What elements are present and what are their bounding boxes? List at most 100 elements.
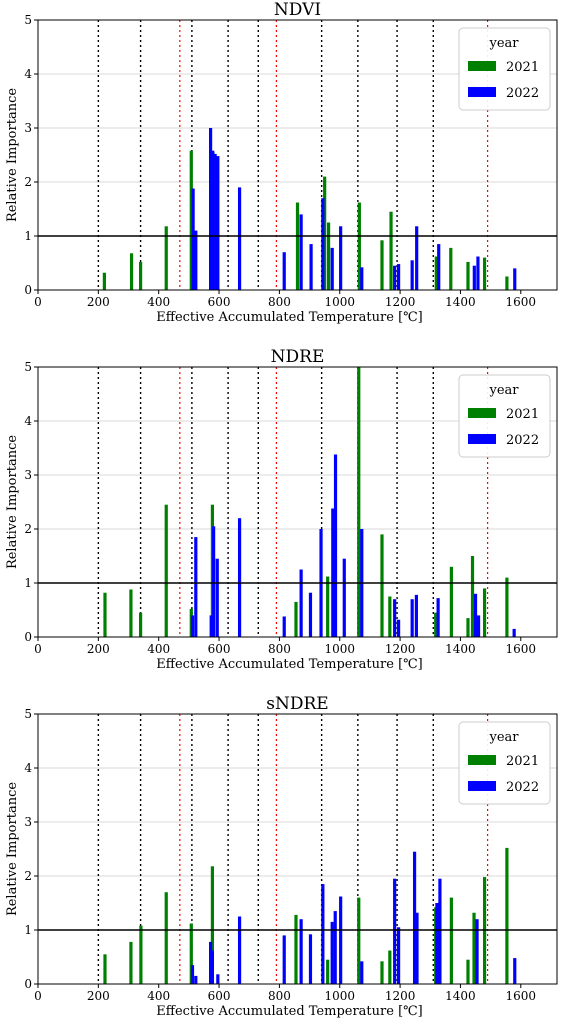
legend: year 2021 2022 xyxy=(458,27,551,111)
legend: year 2021 2022 xyxy=(458,374,551,458)
bar-2022 xyxy=(360,267,364,290)
bar-2022 xyxy=(339,896,343,984)
y-tick-label: 1 xyxy=(24,229,32,243)
bar-2022 xyxy=(209,615,213,637)
legend-swatch-2021 xyxy=(468,755,496,765)
bar-2022 xyxy=(414,594,418,637)
chart-title: NDRE xyxy=(271,347,325,367)
y-tick-label: 1 xyxy=(24,923,32,937)
bar-2021 xyxy=(449,897,453,984)
bar-2022 xyxy=(342,558,346,637)
bar-2021 xyxy=(388,596,392,637)
bar-2022 xyxy=(331,508,335,637)
legend: year 2021 2022 xyxy=(458,721,551,805)
x-tick-label: 0 xyxy=(34,295,42,309)
y-tick-label: 4 xyxy=(24,414,32,428)
bar-2021 xyxy=(164,892,168,984)
x-tick-label: 1600 xyxy=(506,295,537,309)
bar-2022 xyxy=(309,244,313,290)
bar-2021 xyxy=(380,240,384,290)
bar-2022 xyxy=(208,941,213,984)
x-tick-label: 1600 xyxy=(506,989,537,1003)
y-tick-label: 1 xyxy=(24,576,32,590)
bar-2022 xyxy=(513,268,517,290)
x-tick-label: 800 xyxy=(268,642,291,656)
x-axis-label: Effective Accumulated Temperature [℃] xyxy=(156,1004,423,1019)
bar-2021 xyxy=(323,176,327,290)
bar-2022 xyxy=(194,230,198,290)
chart-panel-sndre: sNDRE 0 200 400 600 800 1000 1200 1400 1600 0 1 2 3 4 5… xyxy=(5,694,558,1019)
y-axis-label: Relative Importance xyxy=(5,782,20,916)
bar-2021 xyxy=(449,566,453,637)
legend-title: year xyxy=(488,383,519,398)
bar-2022 xyxy=(339,226,343,290)
x-tick-label: 1000 xyxy=(324,989,355,1003)
bar-2022 xyxy=(194,537,198,637)
bar-2022 xyxy=(208,128,213,290)
bar-2021 xyxy=(434,256,438,290)
bar-2022 xyxy=(282,616,286,637)
bar-2021 xyxy=(129,253,134,290)
bar-2022 xyxy=(412,851,417,984)
bar-2021 xyxy=(326,222,331,290)
legend-swatch-2021 xyxy=(468,408,496,418)
x-tick-label: 200 xyxy=(87,989,110,1003)
x-axis-label: Effective Accumulated Temperature [℃] xyxy=(156,310,423,325)
legend-title: year xyxy=(488,36,519,51)
y-tick-label: 3 xyxy=(24,815,32,829)
bar-2022 xyxy=(211,150,215,290)
y-tick-label: 5 xyxy=(24,13,32,27)
bar-2022 xyxy=(213,153,217,290)
bar-2022 xyxy=(512,628,516,637)
bar-2022 xyxy=(333,911,337,984)
bar-2021 xyxy=(189,923,193,984)
legend-label-2021: 2021 xyxy=(506,60,539,75)
x-tick-label: 600 xyxy=(208,989,231,1003)
bar-2022 xyxy=(513,958,517,984)
bar-2021 xyxy=(294,914,298,984)
y-tick-label: 0 xyxy=(24,630,32,644)
chart-panel-ndre: NDRE 0 200 400 600 800 1000 1200 1400 1600 0 1 2 3 4 5 E… xyxy=(5,347,558,672)
bar-2022 xyxy=(215,558,219,637)
bar-2021 xyxy=(102,272,106,290)
legend-label-2022: 2022 xyxy=(506,780,539,795)
bar-2021 xyxy=(357,897,361,984)
bar-2021 xyxy=(449,247,453,290)
x-tick-label: 1200 xyxy=(385,295,416,309)
x-tick-label: 1400 xyxy=(445,989,476,1003)
bar-2022 xyxy=(299,919,303,984)
x-tick-label: 600 xyxy=(208,295,231,309)
bar-2022 xyxy=(212,526,216,637)
bar-2022 xyxy=(410,260,414,290)
y-axis-label: Relative Importance xyxy=(5,435,20,569)
x-tick-label: 800 xyxy=(268,989,291,1003)
y-axis-label: Relative Importance xyxy=(5,88,20,222)
bar-2022 xyxy=(282,252,286,290)
x-tick-label: 1000 xyxy=(324,295,355,309)
bar-2021 xyxy=(470,556,475,637)
x-tick-label: 200 xyxy=(87,642,110,656)
legend-title: year xyxy=(488,730,519,745)
bar-2022 xyxy=(194,975,198,984)
bar-2021 xyxy=(482,257,487,290)
bar-2021 xyxy=(164,504,168,637)
x-tick-label: 600 xyxy=(208,642,231,656)
chart-title: sNDRE xyxy=(266,694,328,714)
bar-2021 xyxy=(434,612,438,637)
chart-panel-ndvi: NDVI 0 200 400 600 800 1000 1200 1400 1600 0 1 2 3 4 5 E… xyxy=(5,0,558,325)
bar-2022 xyxy=(308,592,313,637)
bar-2021 xyxy=(357,367,361,637)
bar-2022 xyxy=(396,619,401,637)
bar-2021 xyxy=(139,925,143,984)
bar-2022 xyxy=(393,265,397,290)
chart-title: NDVI xyxy=(274,0,321,20)
bar-2022 xyxy=(216,974,220,984)
bar-2022 xyxy=(299,569,303,637)
y-tick-label: 4 xyxy=(24,761,32,775)
legend-swatch-2022 xyxy=(468,434,496,444)
bar-2021 xyxy=(466,959,470,984)
y-tick-label: 2 xyxy=(24,175,32,189)
bar-2022 xyxy=(299,214,303,290)
x-tick-label: 1200 xyxy=(385,989,416,1003)
bar-2022 xyxy=(321,198,325,290)
